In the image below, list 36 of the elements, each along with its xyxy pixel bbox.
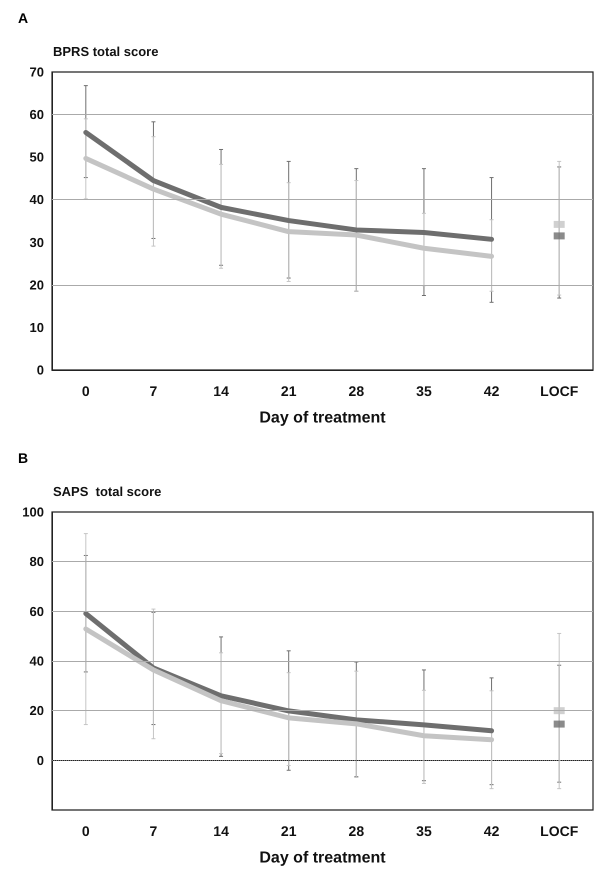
- y-tick-label: 40: [30, 192, 44, 208]
- x-tick-label: 42: [484, 823, 500, 839]
- x-tick-label: 28: [348, 823, 364, 839]
- x-axis-title: Day of treatment: [259, 410, 386, 426]
- y-tick-label: 20: [30, 703, 44, 718]
- y-tick-label: 0: [36, 752, 44, 768]
- x-tick-label: 0: [82, 383, 90, 399]
- x-tick-label: 0: [82, 823, 90, 839]
- y-tick-label: 60: [30, 604, 44, 619]
- text: B: [18, 450, 28, 466]
- x-tick-label: 35: [416, 383, 432, 399]
- y-tick-label: 50: [30, 150, 44, 165]
- y-tick-label: 40: [30, 654, 44, 668]
- y-tick-label: 20: [30, 277, 44, 292]
- y-tick-label: 60: [30, 107, 44, 122]
- x-tick-label: 7: [150, 383, 158, 399]
- x-axis-title: Day of treatment: [259, 850, 386, 866]
- x-tick-label: 21: [280, 383, 297, 399]
- y-tick-label: 30: [30, 234, 44, 250]
- chart-title: SAPS total score: [53, 484, 162, 499]
- x-tick-label: LOCF: [540, 383, 579, 399]
- x-tick-label: 35: [416, 823, 432, 839]
- y-tick-label: 70: [30, 64, 44, 80]
- x-tick-label: 7: [150, 823, 158, 839]
- x-tick-label: 21: [280, 823, 297, 839]
- x-tick-label: 14: [213, 823, 230, 839]
- y-tick-label: 100: [22, 504, 44, 520]
- y-tick-label: 80: [30, 554, 44, 570]
- text: A: [18, 10, 28, 26]
- x-tick-label: 42: [484, 383, 500, 399]
- x-tick-label: 28: [348, 383, 364, 399]
- x-tick-label: LOCF: [540, 823, 579, 839]
- y-tick-label: 0: [36, 362, 44, 378]
- x-tick-label: 14: [213, 383, 230, 399]
- y-tick-label: 10: [30, 320, 44, 335]
- chart-title: BPRS total score: [53, 44, 158, 59]
